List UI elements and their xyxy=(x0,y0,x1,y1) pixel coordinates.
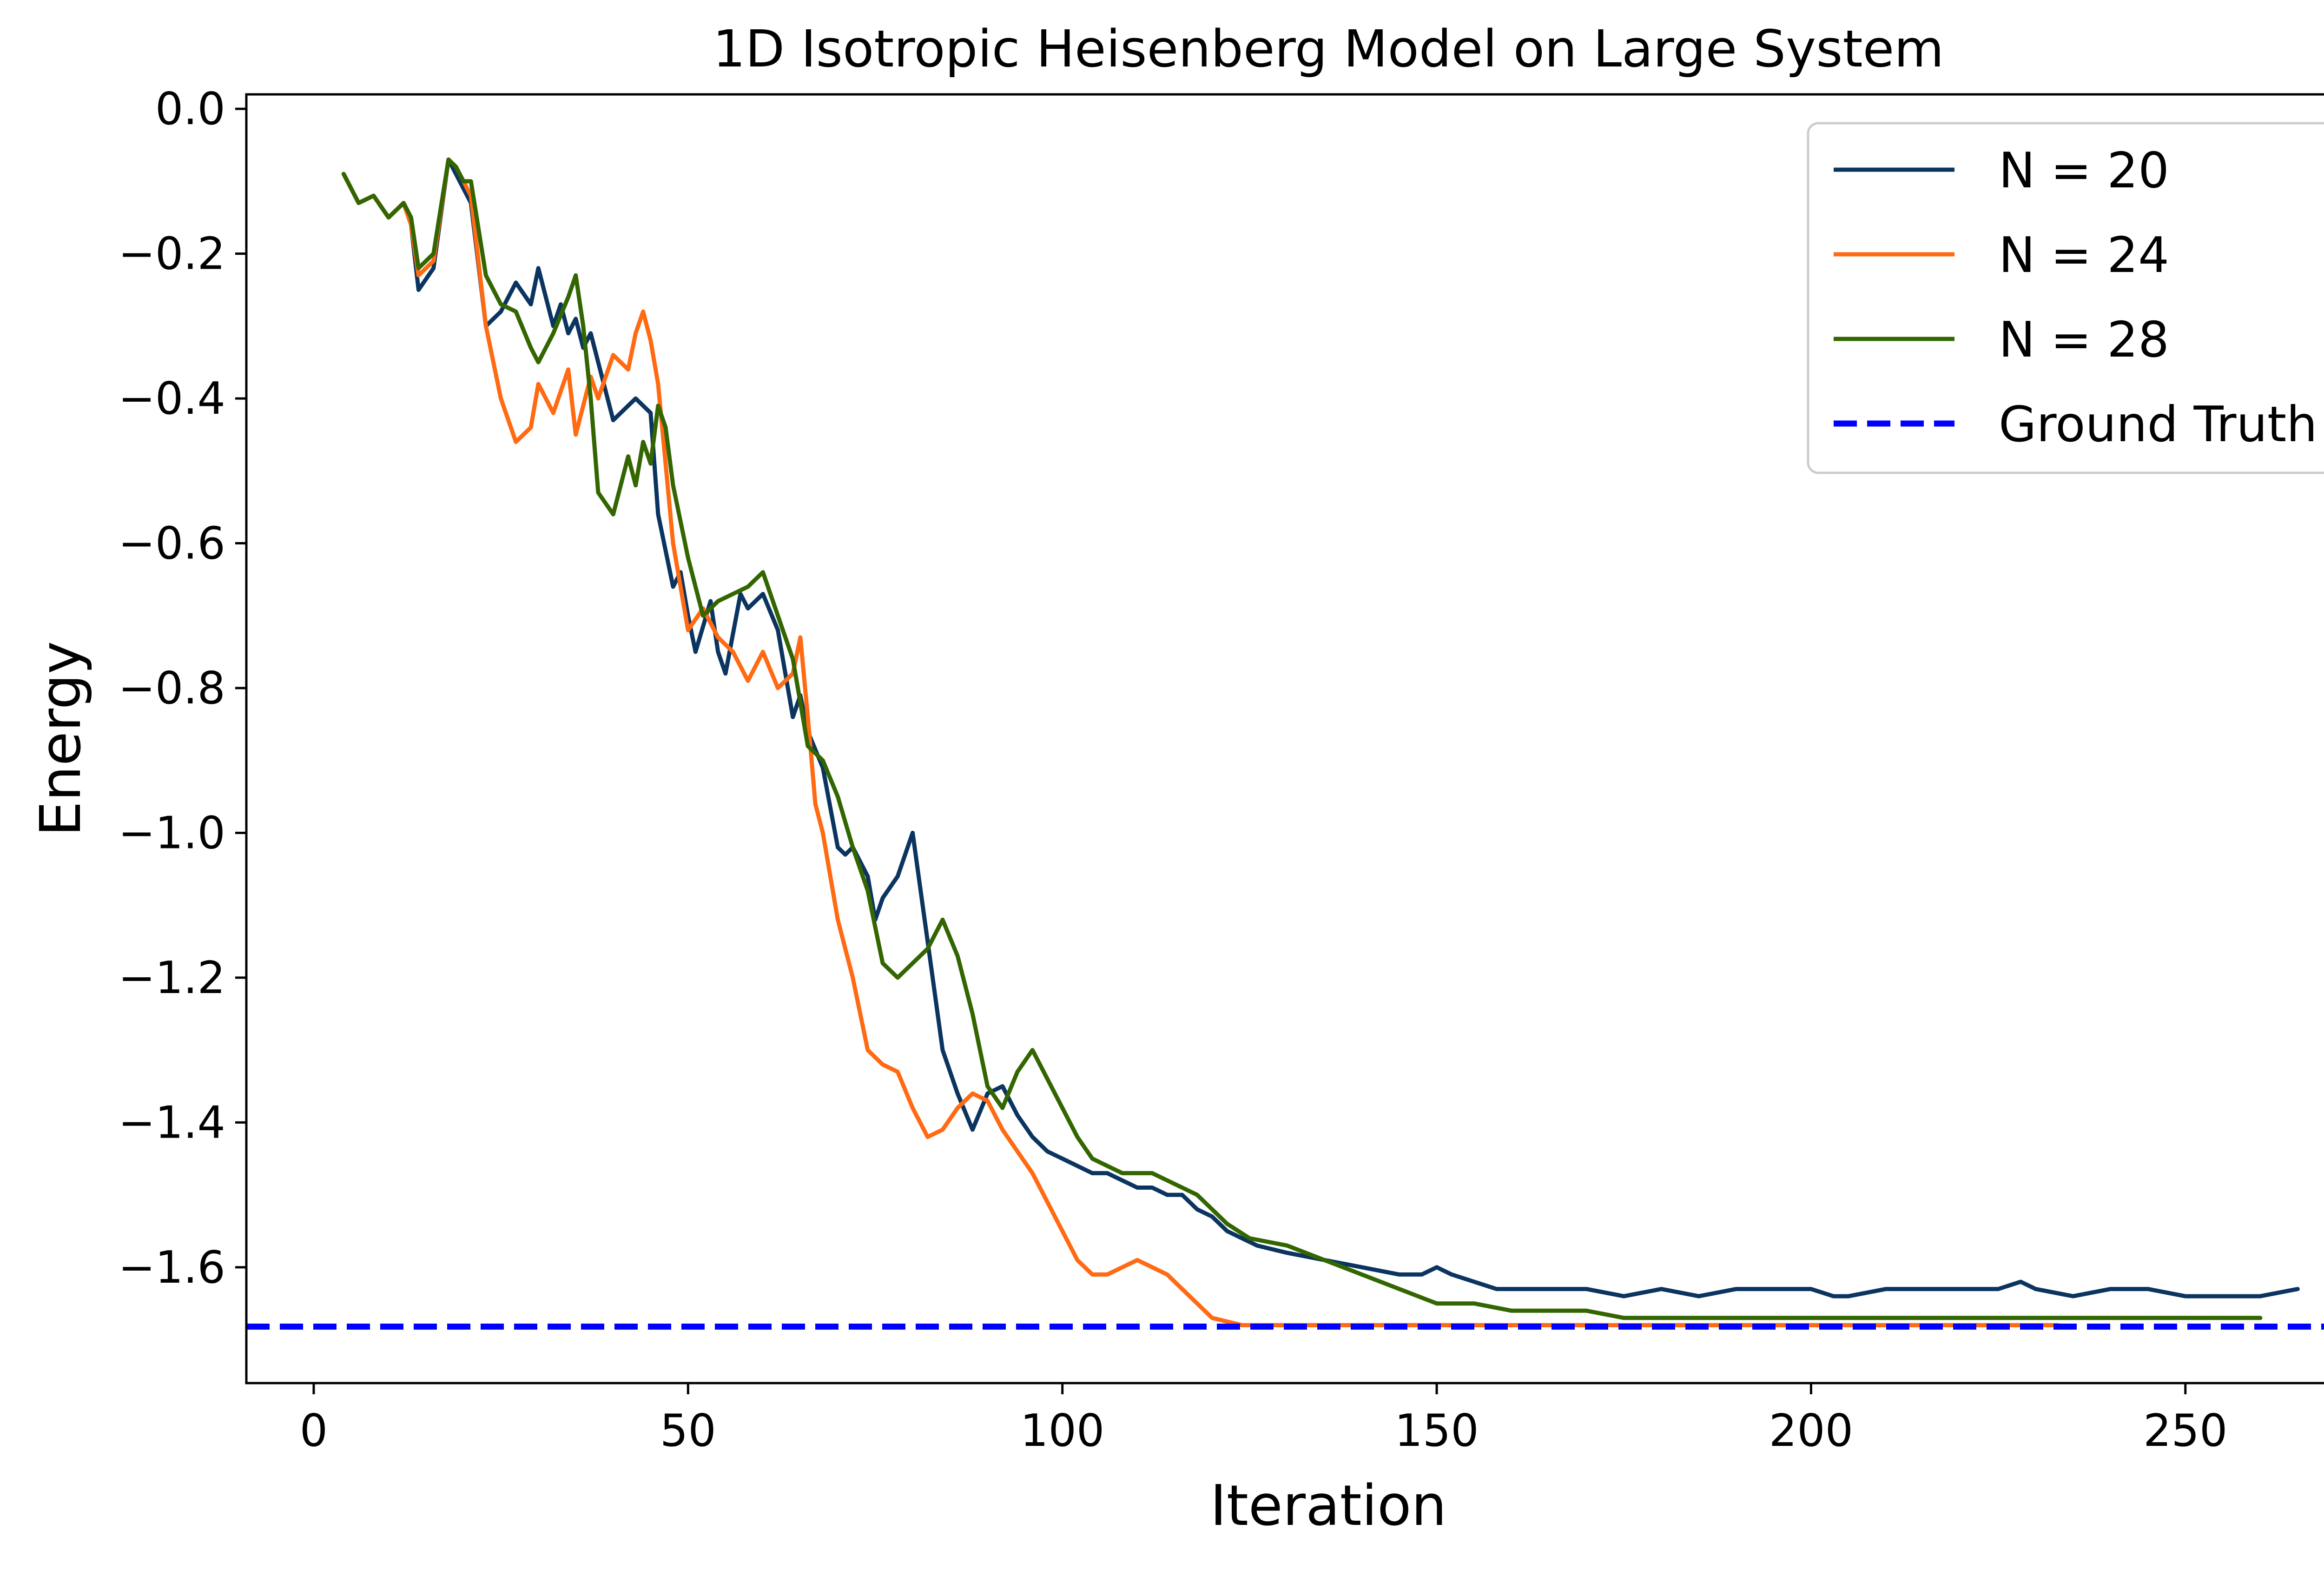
legend-label-n-24: N = 24 xyxy=(1999,227,2169,284)
y-tick-label: −0.6 xyxy=(118,518,225,570)
y-tick-label: −0.8 xyxy=(118,663,225,714)
y-tick-label: 0.0 xyxy=(155,84,225,135)
series-layer xyxy=(246,157,2324,1330)
series-line-n-28 xyxy=(341,157,2263,1320)
x-tick-label: 0 xyxy=(300,1405,328,1457)
x-tick-label: 50 xyxy=(660,1405,716,1457)
x-axis-label: Iteration xyxy=(1210,1474,1446,1538)
y-tick-label: −1.6 xyxy=(118,1242,225,1293)
legend-label-ground-truth: Ground Truth xyxy=(1999,396,2317,453)
plot-frame xyxy=(245,93,2324,1385)
legend-label-n-20: N = 20 xyxy=(1999,142,2169,199)
y-tick-label: −1.4 xyxy=(118,1097,225,1148)
y-tick-label: −0.4 xyxy=(118,373,225,424)
y-tick-label: −1.2 xyxy=(118,953,225,1004)
series-line-n-20 xyxy=(341,157,2300,1298)
x-tick-label: 200 xyxy=(1769,1405,1853,1457)
y-tick-label: −0.2 xyxy=(118,229,225,280)
x-tick-label: 150 xyxy=(1394,1405,1479,1457)
y-axis-label: Energy xyxy=(29,641,93,836)
legend: N = 20 N = 24 N = 28 Ground Truth xyxy=(1807,122,2324,474)
series-line-n-24 xyxy=(341,157,2060,1327)
legend-box xyxy=(1807,122,2324,474)
x-tick-label: 100 xyxy=(1020,1405,1104,1457)
legend-label-n-28: N = 28 xyxy=(1999,311,2169,368)
y-tick-label: −1.0 xyxy=(118,808,225,859)
y-axis: 0.0 −0.2 −0.4 −0.6 −0.8 −1.0 −1.2 −1.4 −1.6 xyxy=(118,84,246,1293)
x-axis: 0 50 100 150 200 250 xyxy=(300,1383,2227,1457)
x-tick-label: 250 xyxy=(2143,1405,2227,1457)
chart-title: 1D Isotropic Heisenberg Model on Large S… xyxy=(713,19,1944,79)
